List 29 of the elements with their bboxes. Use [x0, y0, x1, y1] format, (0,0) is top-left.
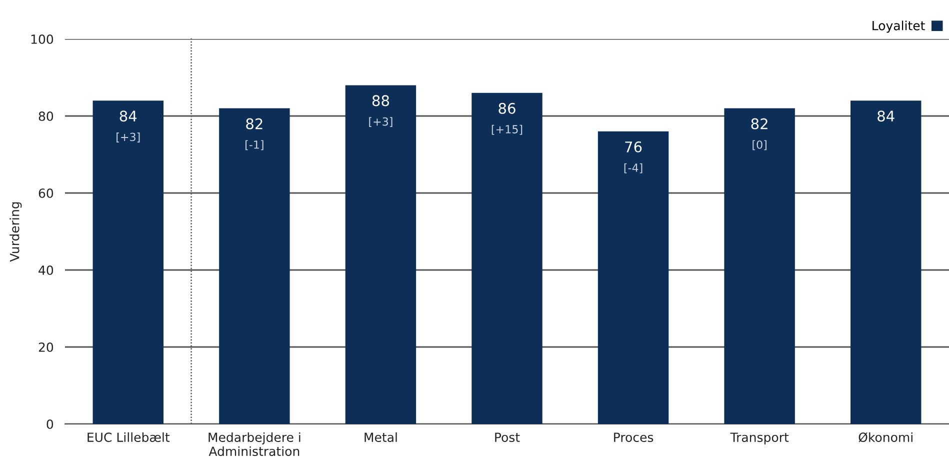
data-label: 82 [-1] [246, 118, 264, 150]
bar [219, 108, 290, 424]
bar [472, 92, 542, 424]
data-label: 88 [+3] [369, 95, 392, 128]
data-label: 82 [0] [751, 118, 768, 150]
x-tick-label: Metal [364, 432, 397, 442]
y-tick-label: 40 [38, 265, 54, 275]
bar [724, 108, 795, 424]
y-tick-label: 80 [38, 111, 54, 121]
legend-label: Loyalitet [872, 20, 925, 33]
bar [850, 100, 922, 424]
bar [598, 131, 669, 424]
x-tick-label: Medarbejdere i Administration [208, 432, 300, 456]
x-tick-label: Økonomi [858, 432, 912, 442]
y-tick-label: 20 [38, 342, 54, 352]
y-tick-label: 100 [31, 34, 54, 44]
y-axis-title: Vurdering [10, 202, 22, 262]
x-tick-label: Proces [614, 432, 654, 442]
x-tick-label: Post [495, 432, 520, 442]
bar [345, 85, 416, 424]
bar [92, 100, 164, 424]
data-label: 84 [+3] [116, 110, 140, 142]
y-tick-label: 60 [38, 188, 54, 198]
data-label: 84 [878, 110, 894, 122]
data-label: 86 [+15] [492, 102, 522, 135]
x-tick-label: Transport [730, 432, 789, 444]
x-tick-label: EUC Lillebælt [88, 432, 170, 442]
data-label: 76 [-4] [624, 141, 642, 174]
y-tick-label: 0 [46, 419, 54, 429]
